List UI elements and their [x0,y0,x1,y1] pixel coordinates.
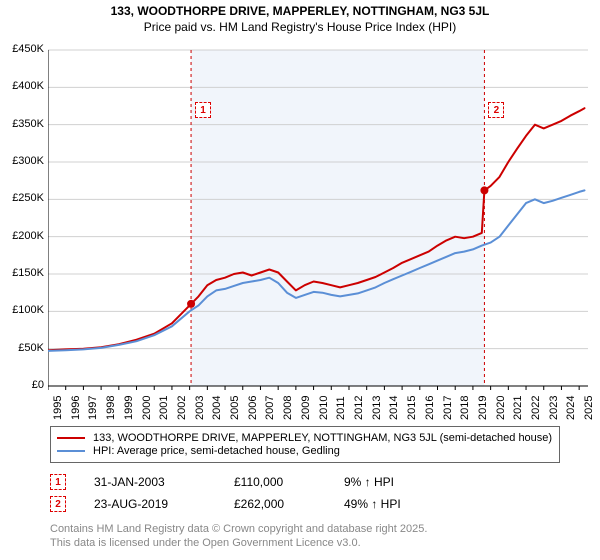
chart-svg [48,44,588,414]
legend-label: HPI: Average price, semi-detached house,… [93,445,340,457]
event-marker-label: 1 [195,102,211,118]
sale-price: £262,000 [234,497,344,511]
x-axis-label: 2025 [583,396,595,420]
x-axis-label: 2011 [335,396,347,420]
x-axis-label: 2023 [548,396,560,420]
y-axis-label: £50K [0,342,44,354]
y-axis-label: £250K [0,192,44,204]
chart-area [48,44,588,414]
y-axis-label: £0 [0,379,44,391]
sale-price: £110,000 [234,475,344,489]
x-axis-label: 2002 [176,396,188,420]
sale-pct: 49% ↑ HPI [344,497,454,511]
x-axis-label: 2006 [247,396,259,420]
x-axis-label: 2018 [459,396,471,420]
sale-pct: 9% ↑ HPI [344,475,454,489]
sale-row: 1 31-JAN-2003 £110,000 9% ↑ HPI [50,474,560,490]
y-axis-label: £100K [0,304,44,316]
x-axis-label: 2016 [424,396,436,420]
sale-marker: 2 [50,496,66,512]
title-address: 133, WOODTHORPE DRIVE, MAPPERLEY, NOTTIN… [0,4,600,18]
x-axis-label: 2022 [530,396,542,420]
x-axis-label: 2003 [194,396,206,420]
sale-date: 31-JAN-2003 [94,475,234,489]
x-axis-label: 1997 [87,396,99,420]
x-axis-label: 2012 [353,396,365,420]
x-axis-label: 2000 [141,396,153,420]
footer: Contains HM Land Registry data © Crown c… [50,522,580,551]
footer-line2: This data is licensed under the Open Gov… [50,536,580,550]
y-axis-label: £200K [0,230,44,242]
sale-rows: 1 31-JAN-2003 £110,000 9% ↑ HPI 2 23-AUG… [50,468,560,518]
sale-marker: 1 [50,474,66,490]
event-marker-label: 2 [488,102,504,118]
x-axis-label: 2005 [229,396,241,420]
x-axis-label: 2007 [264,396,276,420]
x-axis-label: 2013 [371,396,383,420]
x-axis-label: 2020 [495,396,507,420]
x-axis-label: 1999 [123,396,135,420]
sale-row: 2 23-AUG-2019 £262,000 49% ↑ HPI [50,496,560,512]
x-axis-label: 2021 [512,396,524,420]
chart-container: 133, WOODTHORPE DRIVE, MAPPERLEY, NOTTIN… [0,0,600,560]
legend-swatch [57,437,85,439]
x-axis-label: 2001 [158,396,170,420]
legend-label: 133, WOODTHORPE DRIVE, MAPPERLEY, NOTTIN… [93,432,552,444]
x-axis-label: 1996 [70,396,82,420]
legend-swatch [57,450,85,452]
footer-line1: Contains HM Land Registry data © Crown c… [50,522,580,536]
y-axis-label: £150K [0,267,44,279]
x-axis-label: 2024 [565,396,577,420]
y-axis-label: £300K [0,155,44,167]
y-axis-label: £400K [0,80,44,92]
x-axis-label: 1998 [105,396,117,420]
x-axis-label: 2008 [282,396,294,420]
sale-date: 23-AUG-2019 [94,497,234,511]
x-axis-label: 2015 [406,396,418,420]
x-axis-label: 2009 [300,396,312,420]
legend-box: 133, WOODTHORPE DRIVE, MAPPERLEY, NOTTIN… [50,426,560,463]
title-subtitle: Price paid vs. HM Land Registry's House … [0,20,600,34]
x-axis-label: 1995 [52,396,64,420]
x-axis-label: 2010 [318,396,330,420]
x-axis-label: 2019 [477,396,489,420]
legend-row: HPI: Average price, semi-detached house,… [57,445,553,457]
title-block: 133, WOODTHORPE DRIVE, MAPPERLEY, NOTTIN… [0,0,600,34]
x-axis-label: 2014 [388,396,400,420]
x-axis-label: 2017 [442,396,454,420]
legend-row: 133, WOODTHORPE DRIVE, MAPPERLEY, NOTTIN… [57,432,553,444]
y-axis-label: £350K [0,118,44,130]
y-axis-label: £450K [0,43,44,55]
x-axis-label: 2004 [211,396,223,420]
